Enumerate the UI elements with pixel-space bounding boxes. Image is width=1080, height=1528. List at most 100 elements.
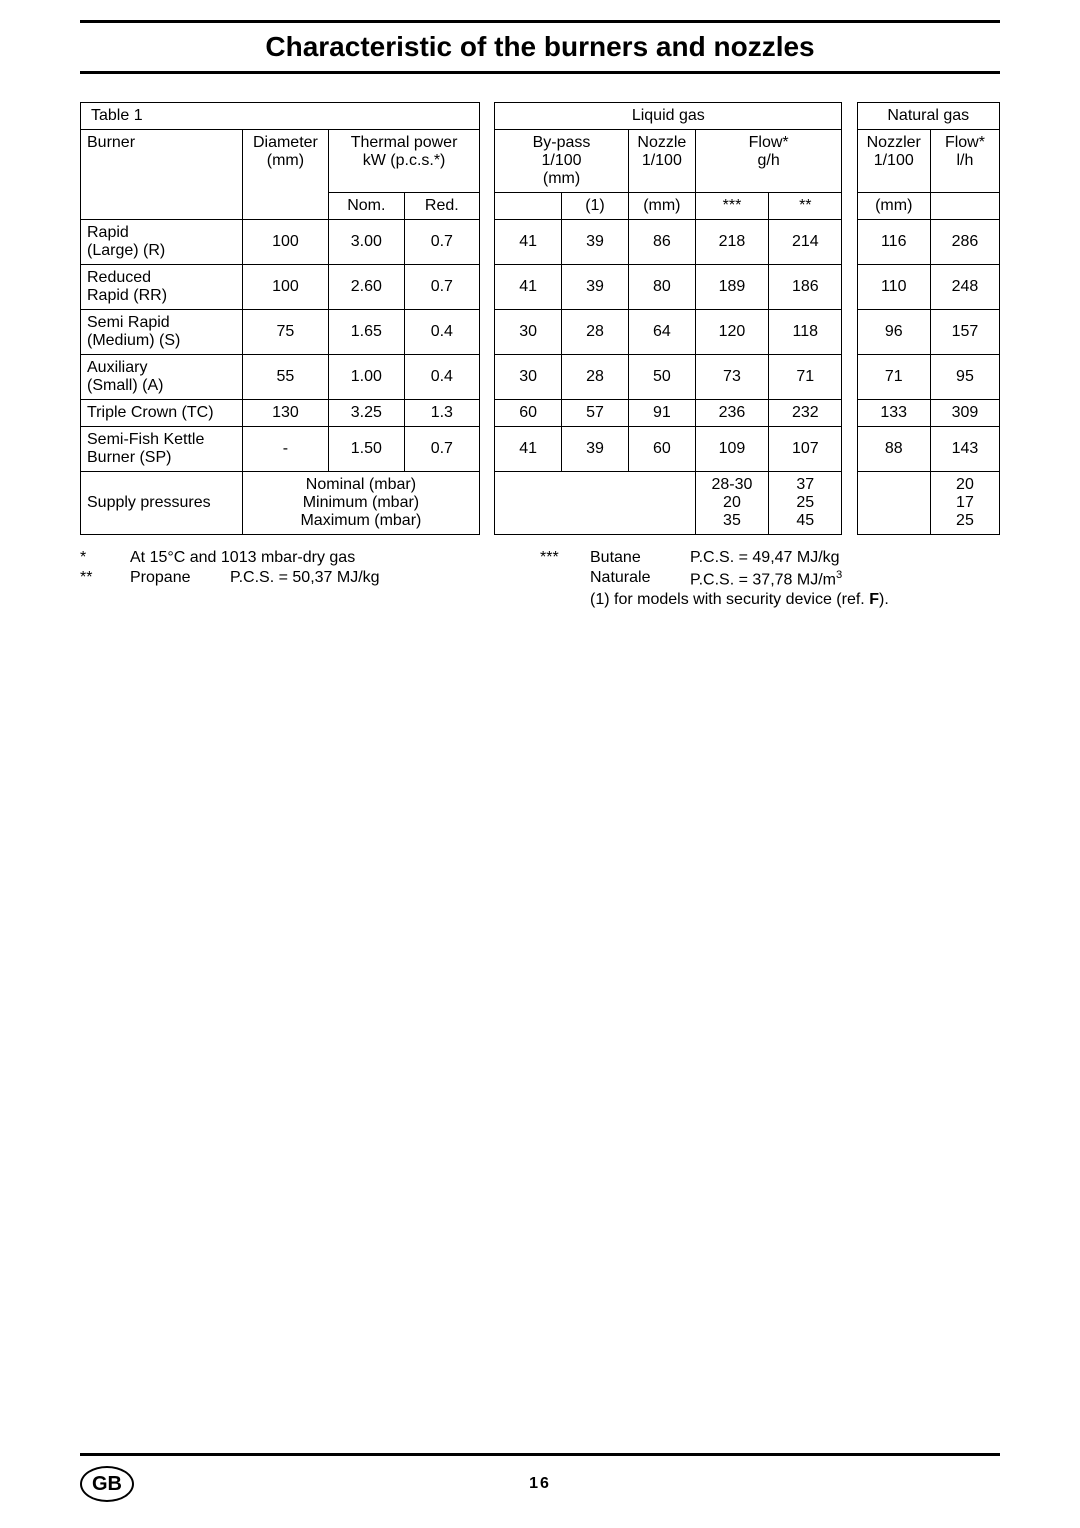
cell-red: 0.4 bbox=[404, 310, 480, 355]
table-row: Triple Crown (TC)1303.251.36057912362321… bbox=[81, 400, 1000, 427]
gap bbox=[480, 103, 495, 130]
cell-flh: 95 bbox=[930, 355, 999, 400]
cell-burner: Semi Rapid(Medium) (S) bbox=[81, 310, 243, 355]
supply-pressure-types: Nominal (mbar) Minimum (mbar) Maximum (m… bbox=[242, 472, 479, 535]
footnote-sym bbox=[540, 569, 590, 589]
cell-f3: 189 bbox=[695, 265, 768, 310]
gap bbox=[480, 472, 495, 535]
footnote-name: Butane bbox=[590, 549, 690, 567]
cell-flh: 157 bbox=[930, 310, 999, 355]
cell-f2: 214 bbox=[769, 220, 842, 265]
cell-nzr: 96 bbox=[857, 310, 930, 355]
table-label: Table 1 bbox=[81, 103, 480, 130]
cell-bp1: 28 bbox=[562, 355, 629, 400]
col-burner: Burner bbox=[81, 130, 243, 220]
gap bbox=[480, 130, 495, 193]
header-row-2: Burner Diameter(mm) Thermal powerkW (p.c… bbox=[81, 130, 1000, 193]
gap bbox=[480, 427, 495, 472]
cell-nz: 60 bbox=[628, 427, 695, 472]
cell-flh: 309 bbox=[930, 400, 999, 427]
supply-c2-l3: 45 bbox=[796, 512, 814, 529]
cell-dia: 100 bbox=[242, 220, 328, 265]
page-footer: GB 16 bbox=[80, 1453, 1000, 1502]
supply-c3-l2: 20 bbox=[723, 494, 741, 511]
gap bbox=[842, 310, 857, 355]
page-title: Characteristic of the burners and nozzle… bbox=[80, 31, 1000, 63]
footnote-sym: * bbox=[80, 549, 130, 567]
table-row: Semi-Fish KettleBurner (SP)-1.500.741396… bbox=[81, 427, 1000, 472]
footnote-security-pre: (1) for models with security device (ref… bbox=[590, 591, 869, 608]
gap bbox=[480, 193, 495, 220]
col-diameter: Diameter(mm) bbox=[242, 130, 328, 220]
table-row: ReducedRapid (RR)1002.600.74139801891861… bbox=[81, 265, 1000, 310]
col-flow-lh: Flow*l/h bbox=[930, 130, 999, 193]
footnote-security: (1) for models with security device (ref… bbox=[540, 591, 1000, 609]
cell-bp: 41 bbox=[495, 265, 562, 310]
col-flow-gh: Flow*g/h bbox=[695, 130, 842, 193]
cell-burner: Triple Crown (TC) bbox=[81, 400, 243, 427]
col-bypass: By-pass1/100(mm) bbox=[495, 130, 629, 193]
supply-c2-l1: 37 bbox=[796, 476, 814, 493]
cell-f3: 120 bbox=[695, 310, 768, 355]
sub-nzr-mm: (mm) bbox=[857, 193, 930, 220]
footnote-security-bold: F bbox=[869, 591, 879, 608]
gb-label: GB bbox=[92, 1473, 122, 1496]
cell-bp1: 39 bbox=[562, 265, 629, 310]
gap bbox=[480, 355, 495, 400]
burner-table: Table 1 Liquid gas Natural gas Burner Di… bbox=[80, 102, 1000, 535]
cell-dia: 75 bbox=[242, 310, 328, 355]
cell-dia: 100 bbox=[242, 265, 328, 310]
footnote-line: ** Propane P.C.S. = 50,37 MJ/kg bbox=[80, 569, 540, 587]
gap bbox=[842, 103, 857, 130]
gap bbox=[480, 220, 495, 265]
cell-f2: 107 bbox=[769, 427, 842, 472]
cell-bp: 30 bbox=[495, 355, 562, 400]
supply-nat: 20 17 25 bbox=[930, 472, 999, 535]
footnote-line: * At 15°C and 1013 mbar-dry gas bbox=[80, 549, 540, 567]
cell-nz: 64 bbox=[628, 310, 695, 355]
supply-blank-liquid bbox=[495, 472, 696, 535]
gap bbox=[480, 265, 495, 310]
sub-flh-blank bbox=[930, 193, 999, 220]
supply-nat-l3: 25 bbox=[956, 512, 974, 529]
cell-nom: 1.00 bbox=[329, 355, 405, 400]
footnote-security-text: (1) for models with security device (ref… bbox=[590, 591, 889, 609]
cell-f2: 118 bbox=[769, 310, 842, 355]
cell-bp: 60 bbox=[495, 400, 562, 427]
gap bbox=[842, 355, 857, 400]
supply-blank-nat bbox=[857, 472, 930, 535]
gap bbox=[842, 472, 857, 535]
col-burner-label: Burner bbox=[87, 134, 135, 151]
cell-flh: 143 bbox=[930, 427, 999, 472]
page-number: 16 bbox=[134, 1475, 946, 1493]
cell-f3: 218 bbox=[695, 220, 768, 265]
cell-nom: 3.25 bbox=[329, 400, 405, 427]
gap bbox=[480, 400, 495, 427]
supply-nominal: Nominal (mbar) bbox=[306, 476, 416, 493]
page-title-bar: Characteristic of the burners and nozzle… bbox=[80, 20, 1000, 74]
cell-red: 0.7 bbox=[404, 427, 480, 472]
cell-bp1: 28 bbox=[562, 310, 629, 355]
sub-star3: *** bbox=[695, 193, 768, 220]
cell-red: 1.3 bbox=[404, 400, 480, 427]
col-thermal: Thermal powerkW (p.c.s.*) bbox=[329, 130, 480, 193]
cell-f2: 232 bbox=[769, 400, 842, 427]
cell-f3: 109 bbox=[695, 427, 768, 472]
footnote-sym-blank bbox=[540, 591, 590, 609]
cell-bp1: 39 bbox=[562, 427, 629, 472]
footnote-text: P.C.S. = 50,37 MJ/kg bbox=[230, 569, 380, 587]
table-row: Semi Rapid(Medium) (S)751.650.4302864120… bbox=[81, 310, 1000, 355]
gap bbox=[842, 265, 857, 310]
cell-dia: 55 bbox=[242, 355, 328, 400]
gap bbox=[842, 220, 857, 265]
footnotes-right: *** Butane P.C.S. = 49,47 MJ/kg Naturale… bbox=[540, 549, 1000, 611]
cell-nzr: 116 bbox=[857, 220, 930, 265]
col-nozzler: Nozzler1/100 bbox=[857, 130, 930, 193]
cell-bp1: 57 bbox=[562, 400, 629, 427]
footnotes: * At 15°C and 1013 mbar-dry gas ** Propa… bbox=[80, 549, 1000, 611]
cell-burner: Rapid(Large) (R) bbox=[81, 220, 243, 265]
supply-c2: 37 25 45 bbox=[769, 472, 842, 535]
cell-nom: 1.50 bbox=[329, 427, 405, 472]
cell-burner: ReducedRapid (RR) bbox=[81, 265, 243, 310]
footnote-text: P.C.S. = 37,78 MJ/m3 bbox=[690, 569, 842, 589]
